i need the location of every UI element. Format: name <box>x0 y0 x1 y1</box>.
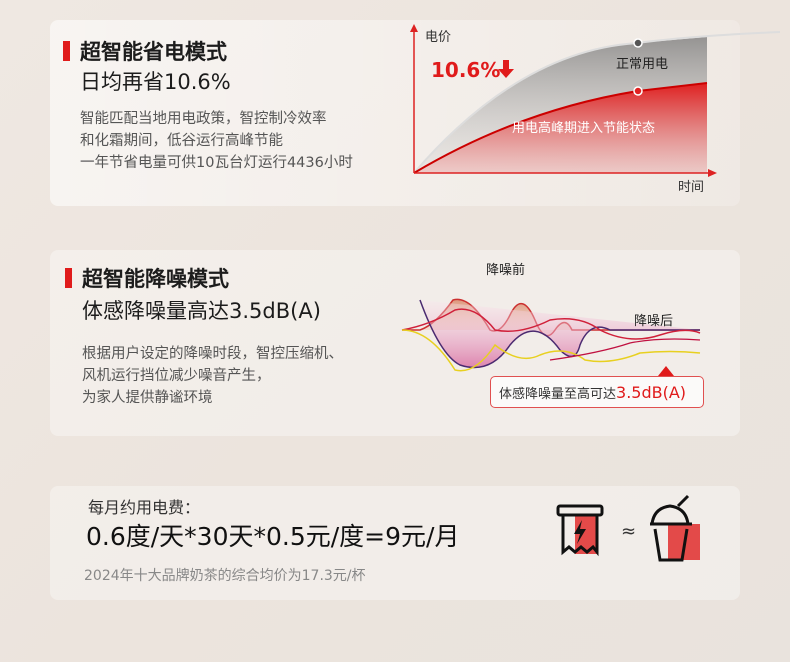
section2-subtitle: 体感降噪量高达3.5dB(A) <box>82 299 321 323</box>
peak-saving-label: 用电高峰期进入节能状态 <box>512 121 656 136</box>
power-saving-chart <box>410 24 780 177</box>
desc-line: 智能匹配当地用电政策，智控制冷效率 <box>80 111 327 127</box>
title-marker <box>65 268 72 288</box>
section1-description: 智能匹配当地用电政策，智控制冷效率 和化霜期间，低谷运行高峰节能 一年节省电量可… <box>80 108 353 174</box>
normal-point <box>633 38 643 48</box>
approx-sign: ≈ <box>621 521 637 542</box>
noise-wave-chart <box>401 298 701 376</box>
y-axis-arrow <box>410 24 418 32</box>
callout-value: 3.5dB(A) <box>616 382 687 402</box>
saving-line <box>413 82 708 174</box>
saving-area <box>414 83 707 173</box>
after-wave-red2 <box>549 338 701 361</box>
section1-title: 超智能省电模式 <box>80 40 227 64</box>
milk-tea-cup-icon <box>650 494 700 562</box>
up-triangle-icon <box>658 366 674 376</box>
y-axis-label: 电价 <box>425 30 452 45</box>
saving-percent: 10.6% <box>431 58 501 82</box>
cost-formula: 0.6度/天*30天*0.5元/度=9元/月 <box>86 522 460 551</box>
desc-line: 风机运行挡位减少噪音产生， <box>82 368 271 384</box>
down-arrow-icon <box>498 60 514 78</box>
after-label: 降噪后 <box>634 314 674 329</box>
normal-usage-line <box>413 31 780 174</box>
section1-subtitle: 日均再省10.6% <box>80 70 231 94</box>
x-axis-label: 时间 <box>678 180 705 195</box>
saving-point <box>633 86 643 96</box>
normal-usage-label: 正常用电 <box>616 57 669 72</box>
desc-line: 根据用户设定的降噪时段，智控压缩机、 <box>82 346 343 362</box>
desc-line: 为家人提供静谧环境 <box>82 390 213 406</box>
reduction-callout: 体感降噪量至高可达 3.5dB(A) <box>490 376 704 408</box>
desc-line: 和化霜期间，低谷运行高峰节能 <box>80 133 283 149</box>
x-axis-arrow <box>708 169 717 177</box>
before-label: 降噪前 <box>486 263 526 278</box>
section2-title: 超智能降噪模式 <box>82 267 229 291</box>
after-wave-yellow <box>401 329 701 372</box>
title-marker <box>63 41 70 61</box>
desc-line: 一年节省电量可供10瓦台灯运行4436小时 <box>80 155 353 171</box>
electricity-bill-icon <box>556 504 604 557</box>
callout-text: 体感降噪量至高可达 <box>499 386 617 402</box>
after-wave-red <box>401 308 701 340</box>
electricity-cost-card <box>50 486 740 600</box>
monthly-cost-label: 每月约用电费： <box>88 498 201 517</box>
milk-tea-note: 2024年十大品牌奶茶的综合均价为17.3元/杯 <box>84 568 366 584</box>
before-wave-lower <box>419 299 700 369</box>
section2-description: 根据用户设定的降噪时段，智控压缩机、 风机运行挡位减少噪音产生， 为家人提供静谧… <box>82 343 343 409</box>
